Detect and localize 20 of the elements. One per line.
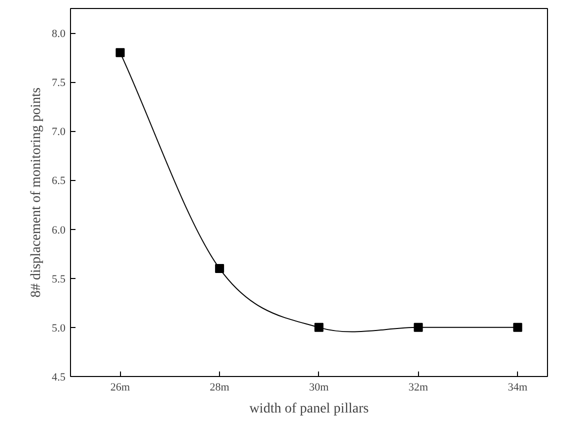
point — [116, 48, 125, 58]
y-axis-title: 8# displacement of monitoring points — [28, 88, 44, 298]
y-tick-label: 7.0 — [52, 126, 66, 138]
point — [414, 322, 423, 332]
point — [314, 322, 324, 332]
x-axis-title: width of panel pillars — [249, 402, 369, 416]
point — [215, 264, 224, 274]
x-tick-label: 30m — [309, 382, 330, 394]
y-tick-label: 8.0 — [52, 28, 66, 40]
y-tick-label: 6.0 — [52, 224, 66, 236]
y-tick-label: 7.5 — [52, 77, 66, 90]
point — [513, 322, 522, 332]
y-tick-label: 5.0 — [52, 322, 66, 334]
y-tick-label: 5.5 — [52, 273, 66, 286]
x-tick-label: 32m — [408, 382, 429, 394]
x-tick-label: 28m — [210, 382, 230, 394]
x-tick-label: 26m — [110, 382, 130, 394]
y-tick-label: 6.5 — [52, 175, 66, 188]
y-tick-label: 4.5 — [52, 372, 66, 384]
x-tick-label: 34m — [508, 382, 528, 394]
